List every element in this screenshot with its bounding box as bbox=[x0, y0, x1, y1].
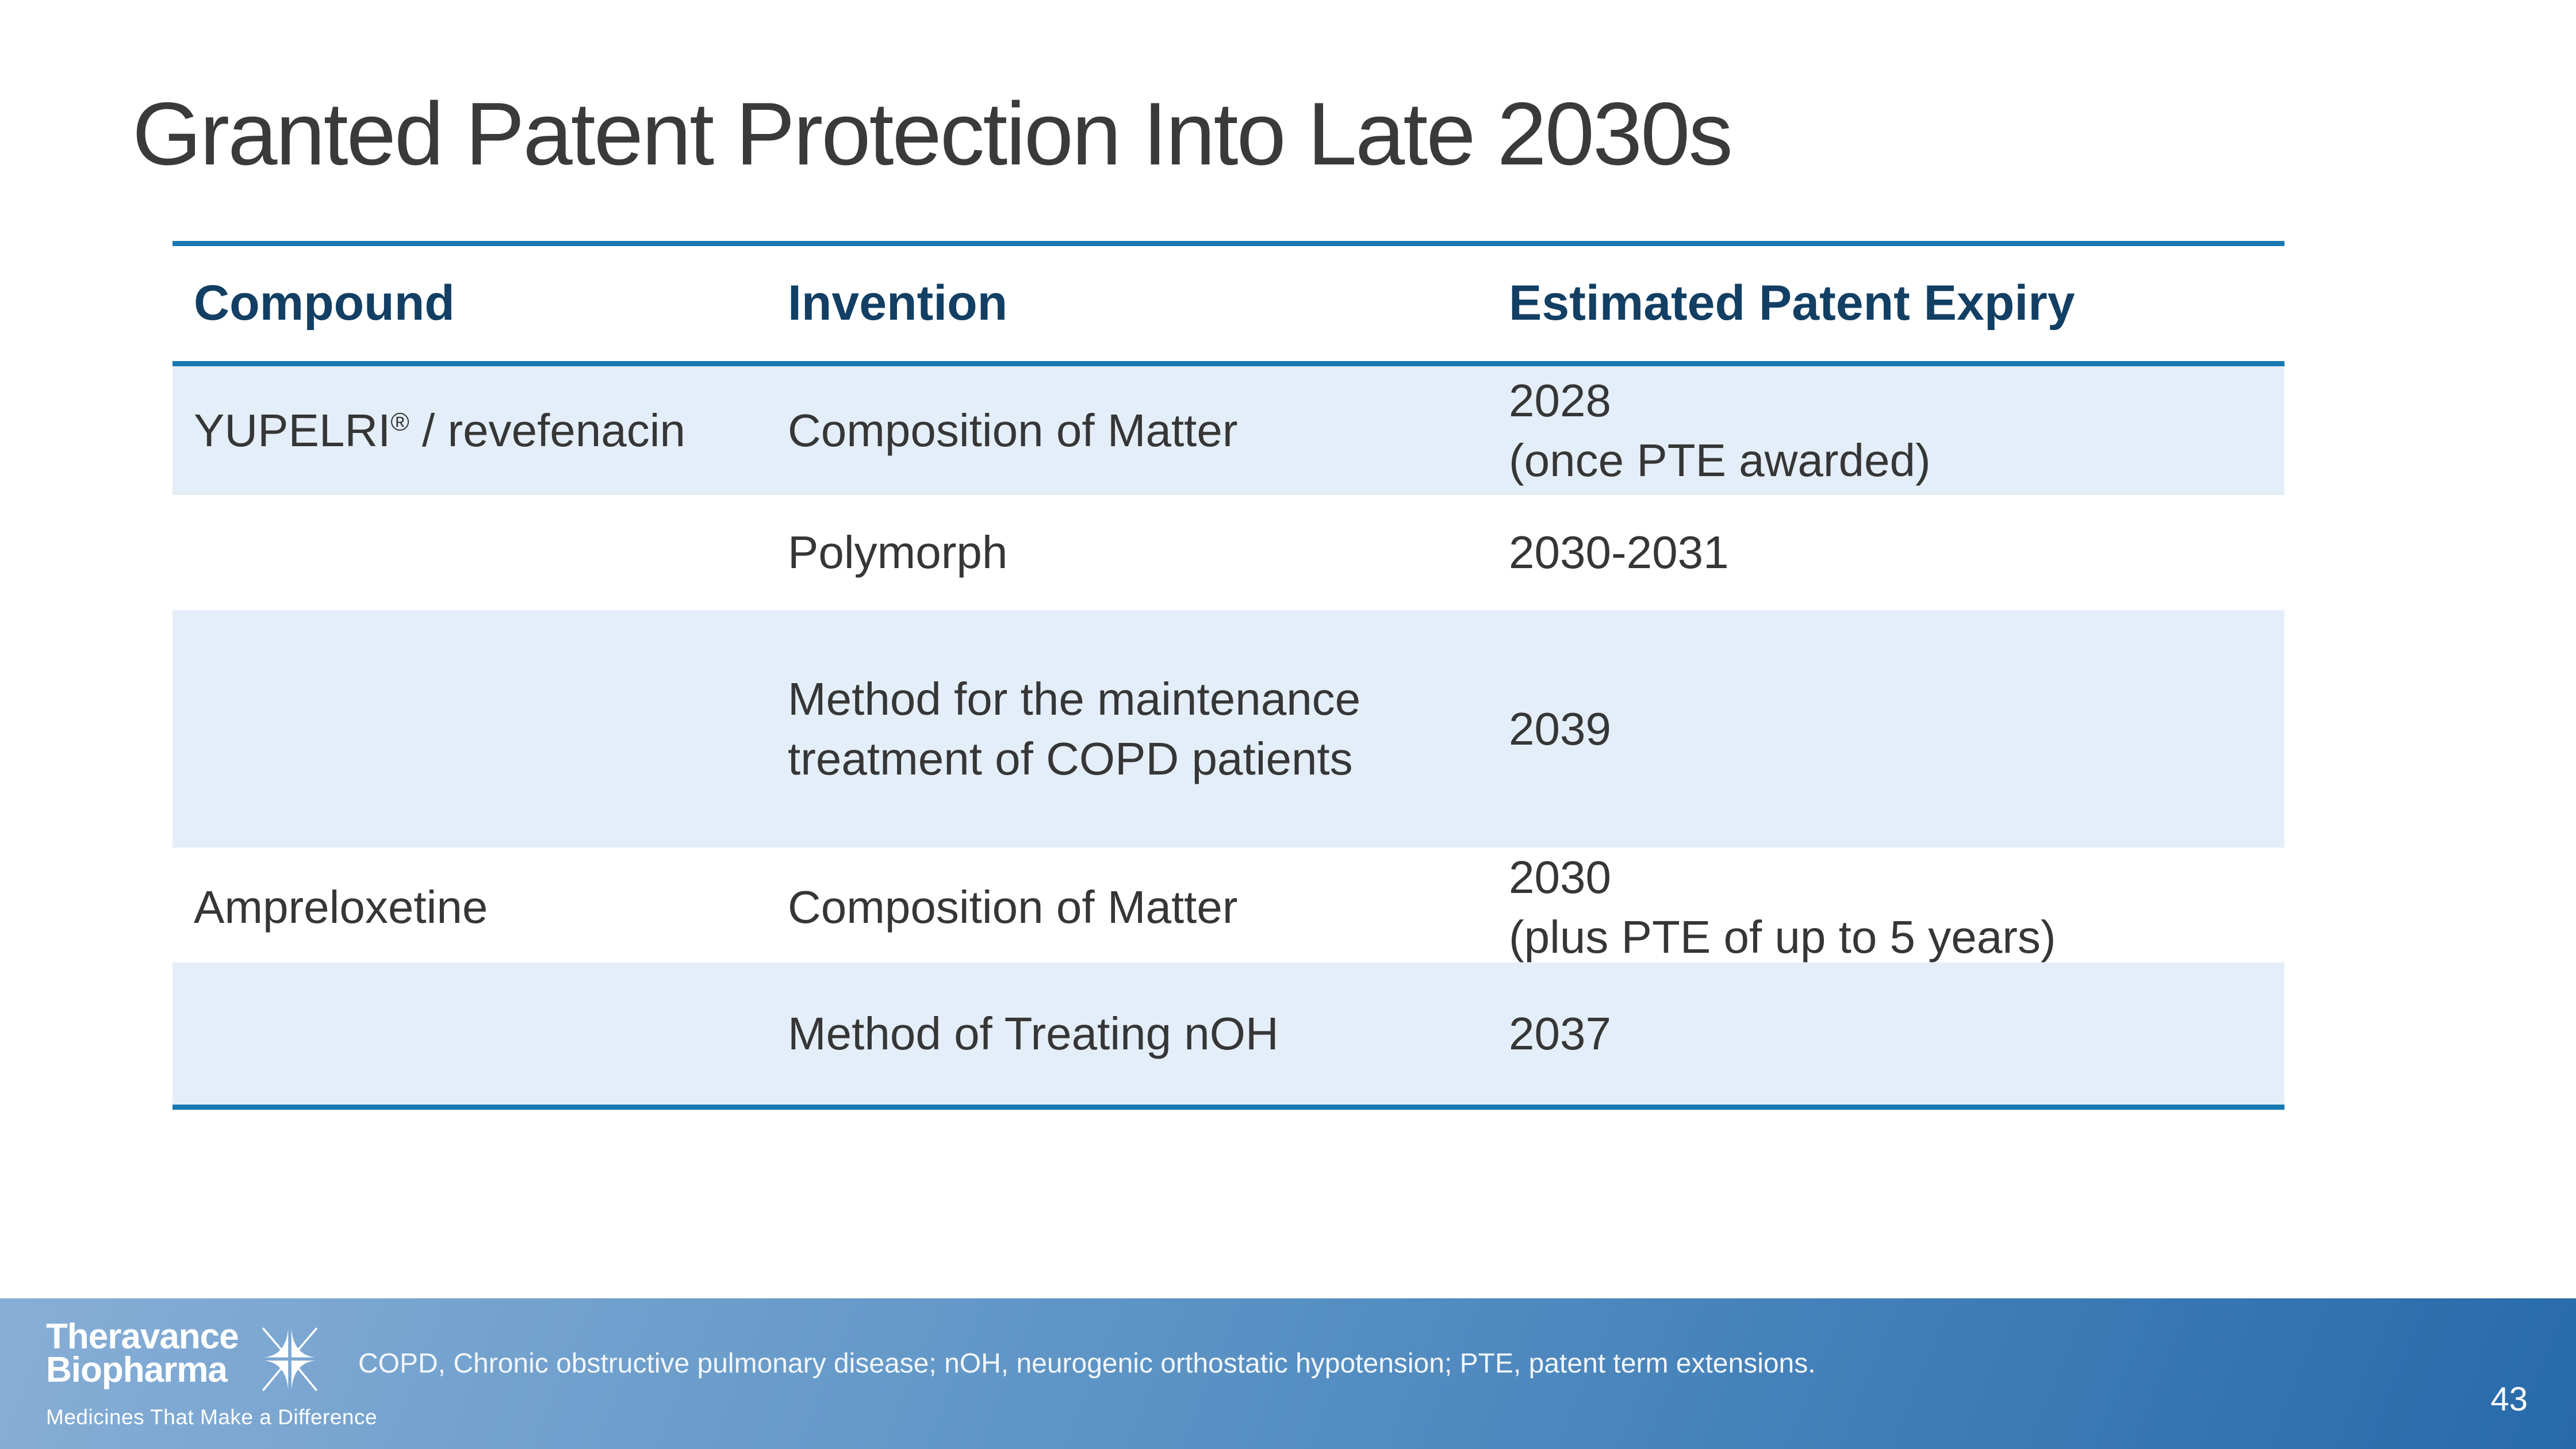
expiry-cell: 2028 (once PTE awarded) bbox=[1488, 366, 2284, 495]
compound-cell: Ampreloxetine bbox=[172, 848, 766, 967]
expiry-line2: (plus PTE of up to 5 years) bbox=[1509, 911, 2056, 963]
table-header-row: Compound Invention Estimated Patent Expi… bbox=[172, 241, 2284, 366]
compound-suffix: / revefenacin bbox=[409, 405, 686, 456]
registered-trademark-symbol: ® bbox=[390, 408, 409, 436]
invention-text: Composition of Matter bbox=[788, 881, 1238, 933]
page-number: 43 bbox=[2490, 1381, 2528, 1418]
expiry-line2: (once PTE awarded) bbox=[1509, 435, 1931, 486]
invention-cell: Method for the maintenance treatment of … bbox=[766, 610, 1488, 848]
logo-tagline: Medicines That Make a Difference bbox=[46, 1405, 378, 1429]
abbreviations-footnote: COPD, Chronic obstructive pulmonary dise… bbox=[358, 1348, 1816, 1379]
starburst-icon bbox=[262, 1328, 317, 1391]
expiry-cell: 2039 bbox=[1488, 610, 2284, 848]
header-compound: Compound bbox=[194, 275, 455, 331]
compound-name: YUPELRI bbox=[194, 405, 391, 456]
compound-text: Ampreloxetine bbox=[194, 881, 488, 933]
expiry-cell: 2037 bbox=[1488, 963, 2284, 1105]
logo-line1: Theravance bbox=[46, 1317, 239, 1356]
header-estimated-patent-expiry: Estimated Patent Expiry bbox=[1509, 275, 2075, 331]
table-row-polymorph: Polymorph 2030-2031 bbox=[172, 495, 2284, 610]
footer-band bbox=[0, 1298, 2576, 1449]
compound-cell bbox=[172, 495, 766, 610]
table-row-noh-treatment: Method of Treating nOH 2037 bbox=[172, 963, 2284, 1110]
table-row-ampreloxetine-composition: Ampreloxetine Composition of Matter 2030… bbox=[172, 848, 2284, 963]
expiry-line1: 2037 bbox=[1509, 1007, 1611, 1059]
expiry-line1: 2030-2031 bbox=[1509, 527, 1729, 578]
invention-cell: Composition of Matter bbox=[766, 848, 1488, 967]
expiry-line1: 2028 bbox=[1509, 375, 1611, 426]
patent-table: Compound Invention Estimated Patent Expi… bbox=[172, 241, 2284, 1110]
invention-text: Method for the maintenance treatment of … bbox=[788, 673, 1361, 784]
table-row-yupelri-composition: YUPELRI® / revefenacin Composition of Ma… bbox=[172, 366, 2284, 495]
expiry-cell: 2030 (plus PTE of up to 5 years) bbox=[1488, 848, 2284, 967]
table-row-copd-maintenance: Method for the maintenance treatment of … bbox=[172, 610, 2284, 848]
invention-text: Composition of Matter bbox=[788, 405, 1238, 456]
expiry-cell: 2030-2031 bbox=[1488, 495, 2284, 610]
invention-cell: Composition of Matter bbox=[766, 366, 1488, 495]
invention-cell: Polymorph bbox=[766, 495, 1488, 610]
expiry-line1: 2039 bbox=[1509, 703, 1611, 754]
compound-cell bbox=[172, 963, 766, 1105]
compound-cell bbox=[172, 610, 766, 848]
theravance-biopharma-logo: Theravance Biopharma bbox=[46, 1317, 239, 1390]
expiry-line1: 2030 bbox=[1509, 852, 1611, 903]
compound-cell: YUPELRI® / revefenacin bbox=[172, 366, 766, 495]
header-invention: Invention bbox=[788, 275, 1008, 331]
invention-text: Polymorph bbox=[788, 527, 1008, 578]
logo-line2: Biopharma bbox=[46, 1350, 228, 1390]
compound-text: YUPELRI® / revefenacin bbox=[194, 401, 685, 461]
invention-text: Method of Treating nOH bbox=[788, 1007, 1279, 1059]
invention-cell: Method of Treating nOH bbox=[766, 963, 1488, 1105]
slide-title: Granted Patent Protection Into Late 2030… bbox=[132, 84, 1733, 183]
